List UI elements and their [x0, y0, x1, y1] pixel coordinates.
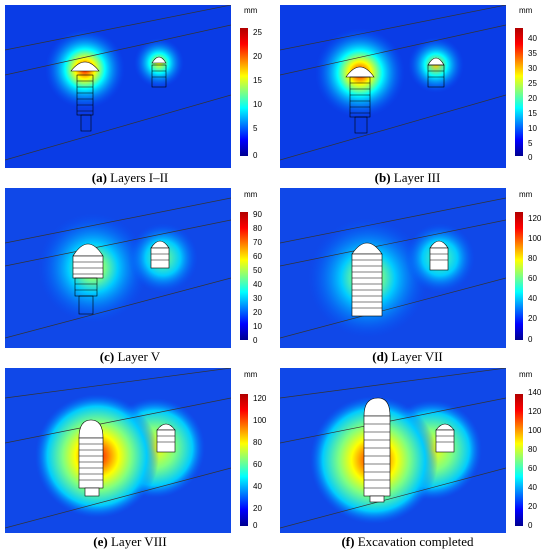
colorbar-d: [515, 212, 523, 340]
colorbar-tick-d: 40: [528, 294, 537, 303]
colorbar-tick-a: 0: [253, 151, 258, 160]
colorbar-tick-e: 60: [253, 460, 262, 469]
unit-label-f: mm: [519, 370, 533, 379]
colorbar-tick-a: 25: [253, 28, 262, 37]
colorbar-tick-f: 40: [528, 483, 537, 492]
contour-plot-f: [280, 368, 506, 533]
caption-letter-d: (d): [372, 349, 389, 364]
colorbar-tick-d: 80: [528, 254, 537, 263]
colorbar-tick-b: 40: [528, 34, 537, 43]
colorbar-tick-d: 120: [528, 214, 542, 223]
colorbar-tick-b: 30: [528, 64, 537, 73]
colorbar-tick-a: 10: [253, 100, 262, 109]
colorbar-tick-f: 140: [528, 388, 542, 397]
colorbar-tick-c: 0: [253, 336, 258, 345]
caption-letter-c: (c): [99, 349, 115, 364]
panel-c: mm 90 80 70 60 50 40 30 20 10 0 (c) Laye…: [0, 188, 275, 368]
caption-b: (b) Layer III: [275, 170, 540, 186]
unit-label-d: mm: [519, 190, 533, 199]
caption-letter-e: (e): [93, 534, 108, 549]
caption-letter-f: (f): [341, 534, 355, 549]
colorbar-tick-c: 80: [253, 224, 262, 233]
colorbar-tick-c: 70: [253, 238, 262, 247]
caption-letter-a: (a): [91, 170, 107, 185]
colorbar-tick-f: 20: [528, 502, 537, 511]
panel-e: mm 120 100 80 60 40 20 0 (e) Layer VIII: [0, 368, 275, 553]
colorbar-tick-f: 100: [528, 426, 542, 435]
caption-letter-b: (b): [374, 170, 391, 185]
contour-plot-b: [280, 5, 506, 168]
colorbar-tick-a: 15: [253, 76, 262, 85]
caption-text-d: Layer VII: [391, 349, 443, 364]
panel-b: mm 40 35 30 25 20 15 10 5 0 (b) Layer II…: [275, 0, 550, 188]
unit-label-e: mm: [244, 370, 258, 379]
colorbar-tick-e: 20: [253, 504, 262, 513]
colorbar-tick-c: 30: [253, 294, 262, 303]
colorbar-e: [240, 394, 248, 526]
contour-plot-d: [280, 188, 506, 348]
colorbar-tick-c: 90: [253, 210, 262, 219]
colorbar-tick-c: 60: [253, 252, 262, 261]
colorbar-tick-f: 80: [528, 445, 537, 454]
colorbar-tick-f: 120: [528, 407, 542, 416]
colorbar-f: [515, 394, 523, 526]
colorbar-tick-b: 15: [528, 109, 537, 118]
colorbar-tick-d: 0: [528, 335, 533, 344]
colorbar-tick-e: 40: [253, 482, 262, 491]
caption-text-f: Excavation completed: [357, 534, 474, 549]
colorbar-tick-e: 80: [253, 438, 262, 447]
colorbar-c: [240, 212, 248, 340]
colorbar-tick-a: 20: [253, 52, 262, 61]
panel-f: mm 140 120 100 80 60 40 20 0 (f) Excavat…: [275, 368, 550, 553]
unit-label-a: mm: [244, 6, 258, 15]
contour-plot-c: [5, 188, 231, 348]
caption-d: (d) Layer VII: [275, 349, 540, 365]
colorbar-tick-d: 100: [528, 234, 542, 243]
colorbar-tick-c: 10: [253, 322, 262, 331]
caption-text-a: Layers I–II: [110, 170, 169, 185]
colorbar-tick-e: 100: [253, 416, 267, 425]
colorbar-tick-a: 5: [253, 124, 258, 133]
caption-e: (e) Layer VIII: [0, 534, 260, 550]
colorbar-tick-d: 20: [528, 314, 537, 323]
colorbar-tick-b: 20: [528, 94, 537, 103]
panel-d: mm 120 100 80 60 40 20 0 (d) Layer VII: [275, 188, 550, 368]
colorbar-tick-b: 10: [528, 124, 537, 133]
unit-label-b: mm: [519, 6, 533, 15]
colorbar-b: [515, 28, 523, 156]
colorbar-tick-f: 60: [528, 464, 537, 473]
caption-a: (a) Layers I–II: [0, 170, 260, 186]
caption-f: (f) Excavation completed: [275, 534, 540, 550]
colorbar-tick-c: 40: [253, 280, 262, 289]
colorbar-tick-b: 5: [528, 139, 533, 148]
colorbar-a: [240, 28, 248, 156]
colorbar-tick-b: 35: [528, 49, 537, 58]
caption-text-e: Layer VIII: [110, 534, 167, 549]
colorbar-tick-e: 0: [253, 521, 258, 530]
caption-c: (c) Layer V: [0, 349, 260, 365]
colorbar-tick-c: 20: [253, 308, 262, 317]
caption-text-b: Layer III: [393, 170, 441, 185]
caption-text-c: Layer V: [117, 349, 161, 364]
colorbar-tick-c: 50: [253, 266, 262, 275]
colorbar-tick-f: 0: [528, 521, 533, 530]
colorbar-tick-b: 25: [528, 79, 537, 88]
colorbar-tick-d: 60: [528, 274, 537, 283]
colorbar-tick-b: 0: [528, 153, 533, 162]
unit-label-c: mm: [244, 190, 258, 199]
colorbar-tick-e: 120: [253, 394, 267, 403]
contour-plot-a: [5, 5, 231, 168]
panel-a: mm 25 20 15 10 5 0 (a) Layers I–II: [0, 0, 275, 188]
contour-plot-e: [5, 368, 231, 533]
